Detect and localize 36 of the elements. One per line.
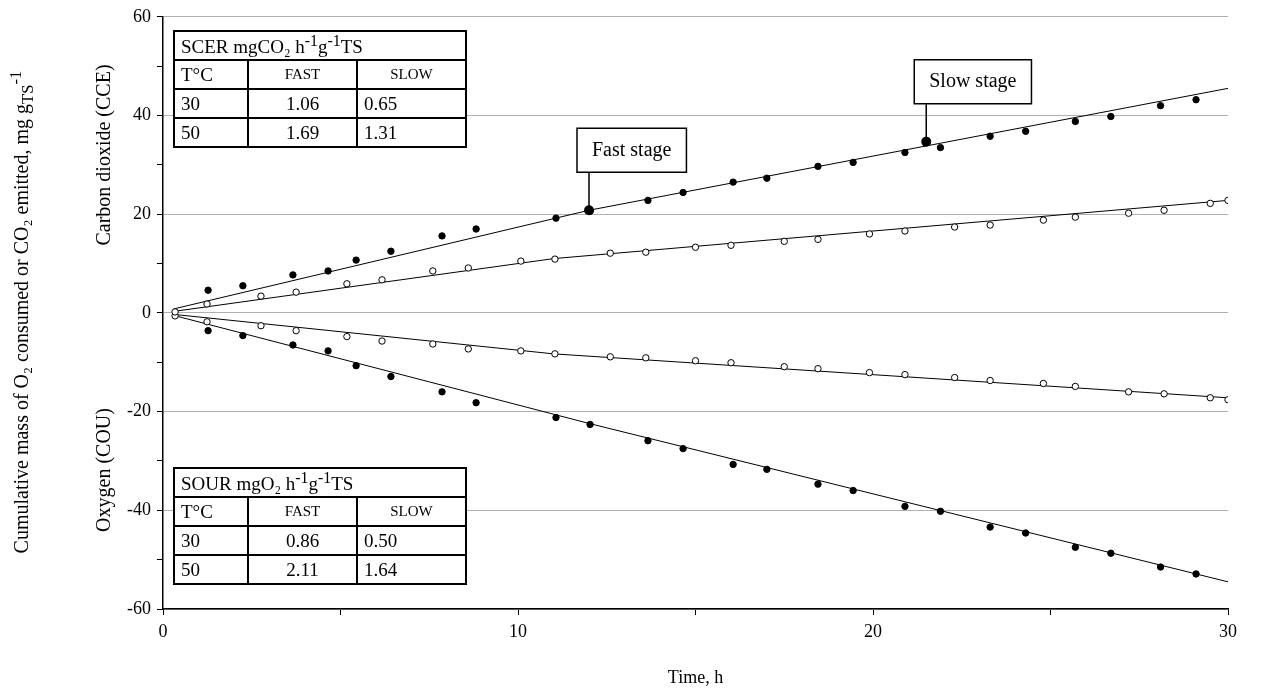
annotation: SOUR mgO₂ h$^{-1}$g$^{-1}$TS [174,468,466,497]
annotation: 50 [174,555,248,584]
annotation: T°C [174,60,248,89]
annotation: FAST [248,60,357,89]
annotation: SCER mgCO₂ h$^{-1}$g$^{-1}$TS [174,31,466,60]
x-tick-label: 30 [1219,620,1237,641]
annotation: 1.31 [357,118,466,147]
annotation: 2.11 [248,555,357,584]
annotation: 1.06 [248,89,357,118]
annotation: SLOW [357,497,466,526]
annotation: 0.65 [357,89,466,118]
annotation: 1.64 [357,555,466,584]
y-tick-label: -60 [127,597,151,618]
annotation: Slow stage [929,68,1017,92]
x-tick-label: 0 [158,620,168,641]
text: Carbon dioxide (CCE) [91,64,115,246]
annotation: 0.86 [248,526,357,555]
annotation: 50 [174,118,248,147]
y-tick-label: 0 [142,301,151,322]
annotation: Fast stage [592,137,672,161]
x-axis-title: Time, h [667,666,724,687]
y-tick-label: 20 [133,202,151,223]
annotation: T°C [174,497,248,526]
y-tick-label: -40 [127,499,151,520]
x-tick-label: 10 [509,620,527,641]
annotation: 1.69 [248,118,357,147]
y-tick-label: 60 [133,5,151,26]
y-tick-label: 40 [133,104,151,125]
annotation: 30 [174,526,248,555]
text: Oxygen (COU) [91,408,115,532]
annotation: FAST [248,497,357,526]
annotation: SLOW [357,60,466,89]
x-tick-label: 20 [864,620,882,641]
y-tick-label: -20 [127,400,151,421]
annotation: 30 [174,89,248,118]
annotation: 0.50 [357,526,466,555]
